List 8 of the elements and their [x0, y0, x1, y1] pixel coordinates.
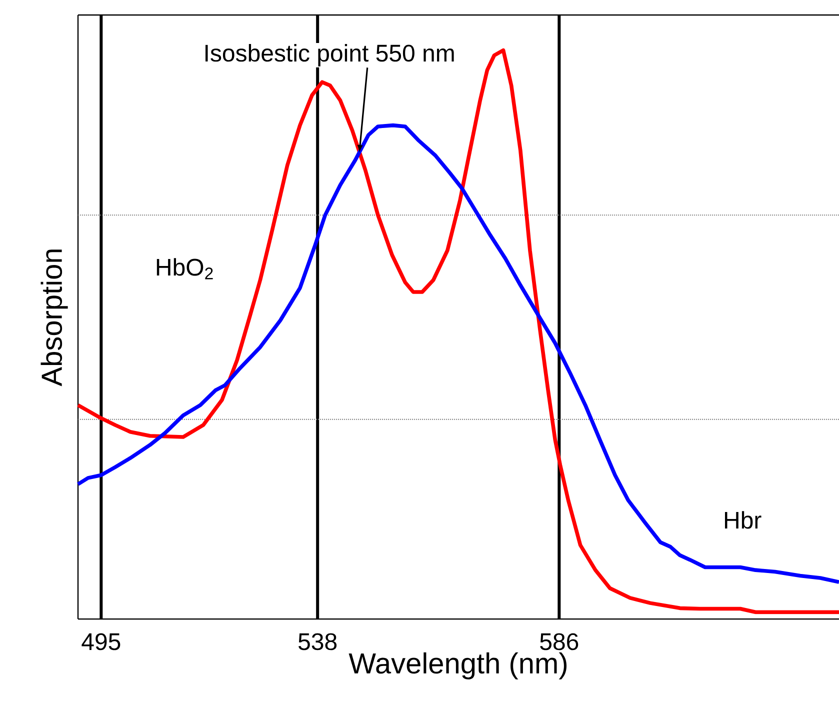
y-axis-title: Absorption	[40, 250, 68, 386]
x-axis-title: Wavelength (nm)	[348, 652, 567, 680]
x-tick-label: 495	[82, 633, 120, 650]
annotation: Isosbestic point 550 nm	[205, 44, 454, 66]
series-label: Hbr	[724, 511, 762, 529]
series-label: HbO$_{2}$	[156, 258, 213, 280]
x-tick-label: 538	[298, 633, 337, 650]
x-tick-label: 586	[540, 633, 578, 650]
